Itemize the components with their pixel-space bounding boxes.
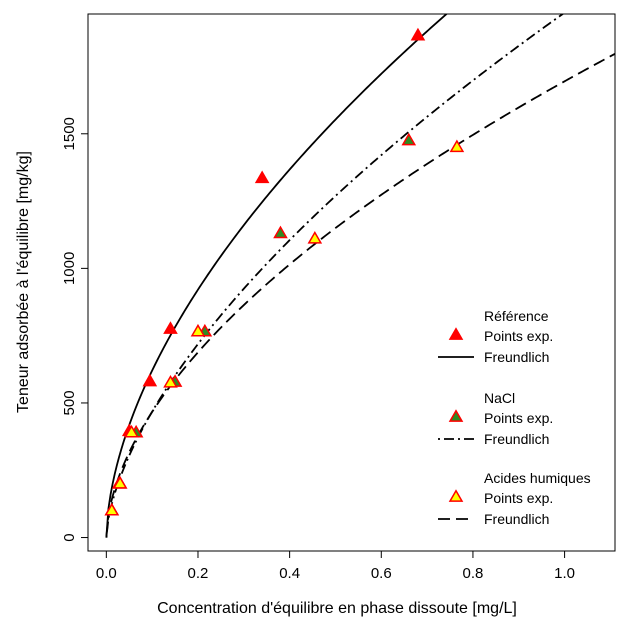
data-point-s3-7 — [449, 139, 465, 153]
data-point-s3-2 — [112, 475, 128, 489]
data-point-s3-3 — [124, 424, 139, 438]
x-tick-label-1: 0.0 — [96, 565, 117, 582]
legend-points-label-3: Points exp. — [484, 490, 553, 506]
legend: Référence Points exp. Freundlich NaCl Points… — [438, 308, 591, 527]
legend-marker-2 — [448, 409, 464, 422]
x-tick-label-4: 0.6 — [371, 565, 392, 582]
legend-points-label-2: Points exp. — [484, 410, 553, 426]
y-tick-label-4: 1500 — [61, 117, 78, 150]
y-tick-label-2: 500 — [61, 390, 78, 415]
x-tick-label-3: 0.4 — [279, 565, 300, 582]
fit-curve-1 — [105, 14, 448, 538]
legend-points-label-1: Points exp. — [484, 328, 553, 344]
fit-curves — [105, 14, 615, 538]
data-point-s1-6 — [254, 170, 270, 184]
data-point-s2-7 — [401, 132, 417, 146]
x-tick-label-5: 0.8 — [463, 565, 484, 582]
legend-fit-label-1: Freundlich — [484, 349, 549, 365]
legend-fit-label-2: Freundlich — [484, 431, 549, 447]
y-axis: 0 500 1000 1500 — [61, 117, 89, 542]
y-tick-label-1: 0 — [61, 533, 78, 541]
data-point-s1-5 — [163, 321, 178, 334]
legend-group-label-1: Référence — [484, 308, 549, 324]
legend-fit-label-3: Freundlich — [484, 511, 549, 527]
data-point-s3-4 — [163, 375, 178, 388]
legend-marker-1 — [448, 327, 464, 340]
data-points — [104, 27, 465, 516]
legend-marker-3 — [448, 489, 464, 502]
data-point-s2-6 — [273, 225, 288, 239]
legend-group-label-2: NaCl — [484, 390, 515, 406]
fit-curve-2 — [105, 14, 565, 538]
data-point-s3-6 — [307, 231, 323, 244]
data-point-s1-7 — [410, 27, 426, 41]
fit-curve-3 — [105, 53, 615, 538]
data-point-s1-4 — [142, 373, 158, 387]
x-tick-label-2: 0.2 — [188, 565, 209, 582]
x-axis: 0.0 0.2 0.4 0.6 0.8 1.0 — [96, 550, 575, 582]
y-axis-label: Teneur adsorbée à l'équilibre [mg/kg] — [15, 151, 32, 413]
data-point-s3-5 — [190, 323, 206, 337]
x-axis-label: Concentration d'équilibre en phase disso… — [157, 600, 517, 617]
data-point-s3-1 — [104, 502, 120, 516]
y-tick-label-3: 1000 — [61, 252, 78, 285]
x-tick-label-6: 1.0 — [554, 565, 575, 582]
legend-group-label-3: Acides humiques — [484, 470, 591, 486]
